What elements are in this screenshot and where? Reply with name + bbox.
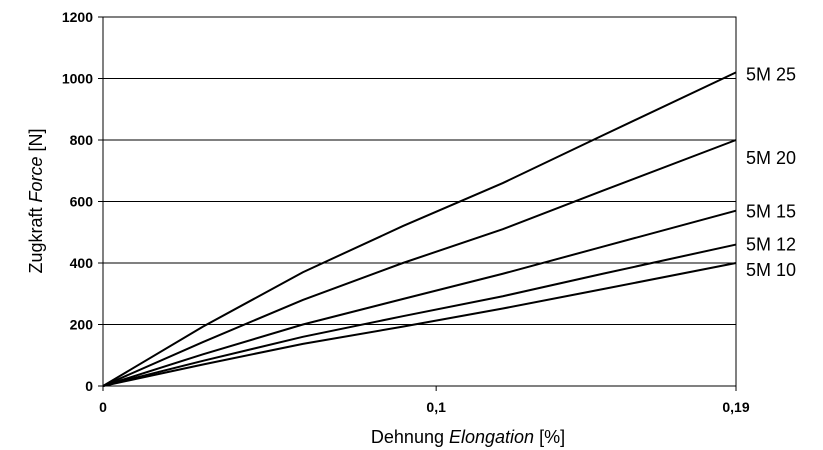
y-tick-label: 1200	[62, 9, 93, 25]
y-tick-label: 1000	[62, 71, 93, 87]
series-line-5m-20	[102, 139, 737, 387]
grid-lines	[98, 16, 737, 391]
y-axis-title-italic: Force	[26, 156, 46, 202]
y-tick-label: 400	[70, 255, 94, 271]
x-axis-title-suffix: [%]	[534, 427, 565, 447]
y-axis-title-prefix: Zugkraft	[26, 203, 46, 274]
series-label-5m-10: 5M 10	[746, 260, 796, 280]
series-line-5m-10	[102, 262, 737, 387]
x-tick-label: 0,19	[722, 399, 749, 415]
y-axis-title: Zugkraft Force [N]	[26, 128, 46, 273]
y-axis-title-suffix: [N]	[26, 128, 46, 156]
x-tick-label: 0,1	[426, 399, 446, 415]
y-tick-label: 600	[70, 194, 94, 210]
plot-frame	[102, 16, 737, 387]
series-lines	[102, 71, 737, 387]
x-tick-label: 0	[99, 399, 107, 415]
y-tick-labels: 0 200 400 600 800 1000 1200	[62, 9, 93, 394]
x-axis-title-italic: Elongation	[449, 427, 534, 447]
y-tick-label: 200	[70, 317, 94, 333]
x-axis-title-prefix: Dehnung	[371, 427, 449, 447]
series-label-5m-20: 5M 20	[746, 148, 796, 168]
x-axis-title: Dehnung Elongation [%]	[371, 427, 565, 447]
series-label-5m-25: 5M 25	[746, 64, 796, 84]
series-line-5m-12	[102, 243, 737, 387]
series-label-5m-12: 5M 12	[746, 235, 796, 255]
y-tick-label: 800	[70, 132, 94, 148]
series-line-5m-15	[102, 209, 737, 387]
series-line-5m-25	[102, 71, 737, 387]
series-label-5m-15: 5M 15	[746, 202, 796, 222]
y-tick-label: 0	[85, 378, 93, 394]
series-labels: 5M 25 5M 20 5M 15 5M 12 5M 10	[746, 64, 796, 280]
x-tick-labels: 0 0,1 0,19	[99, 399, 750, 415]
